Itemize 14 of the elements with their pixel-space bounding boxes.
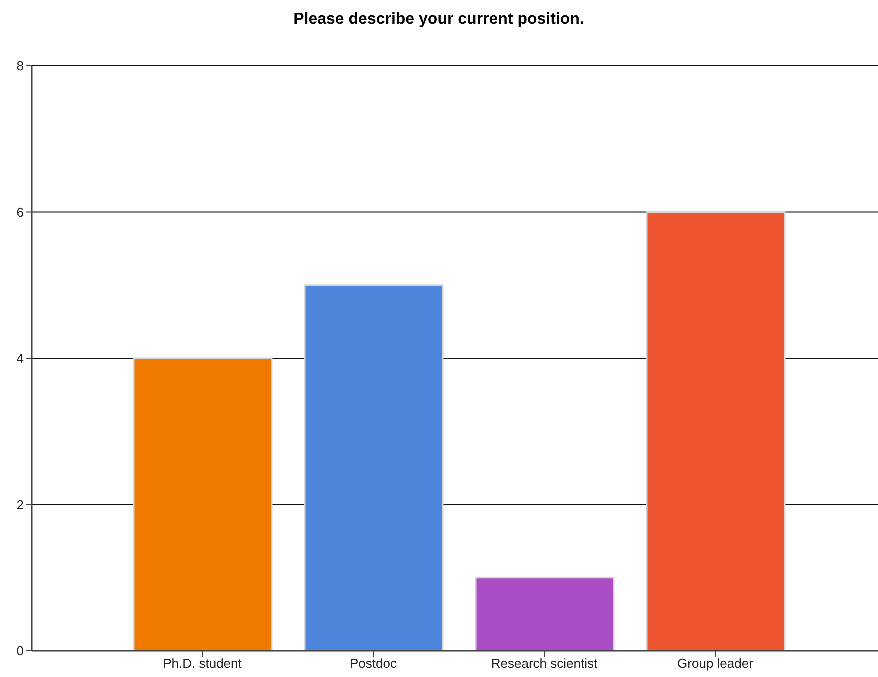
bar bbox=[475, 577, 615, 651]
x-tick-label: Research scientist bbox=[491, 656, 598, 672]
y-tick-label: 8 bbox=[16, 58, 24, 74]
y-tick-label: 0 bbox=[16, 644, 24, 659]
y-tick-label: 2 bbox=[16, 497, 24, 512]
x-tick-label: Ph.D. student bbox=[163, 656, 242, 672]
chart-title: Please describe your current position. bbox=[292, 11, 586, 29]
x-tick-label: Postdoc bbox=[350, 656, 398, 672]
bar bbox=[133, 358, 273, 651]
y-tick-label: 4 bbox=[16, 351, 24, 366]
bar bbox=[304, 284, 444, 651]
y-tick-label: 6 bbox=[16, 204, 24, 220]
bar bbox=[646, 212, 786, 651]
x-tick-label: Group leader bbox=[678, 656, 754, 672]
